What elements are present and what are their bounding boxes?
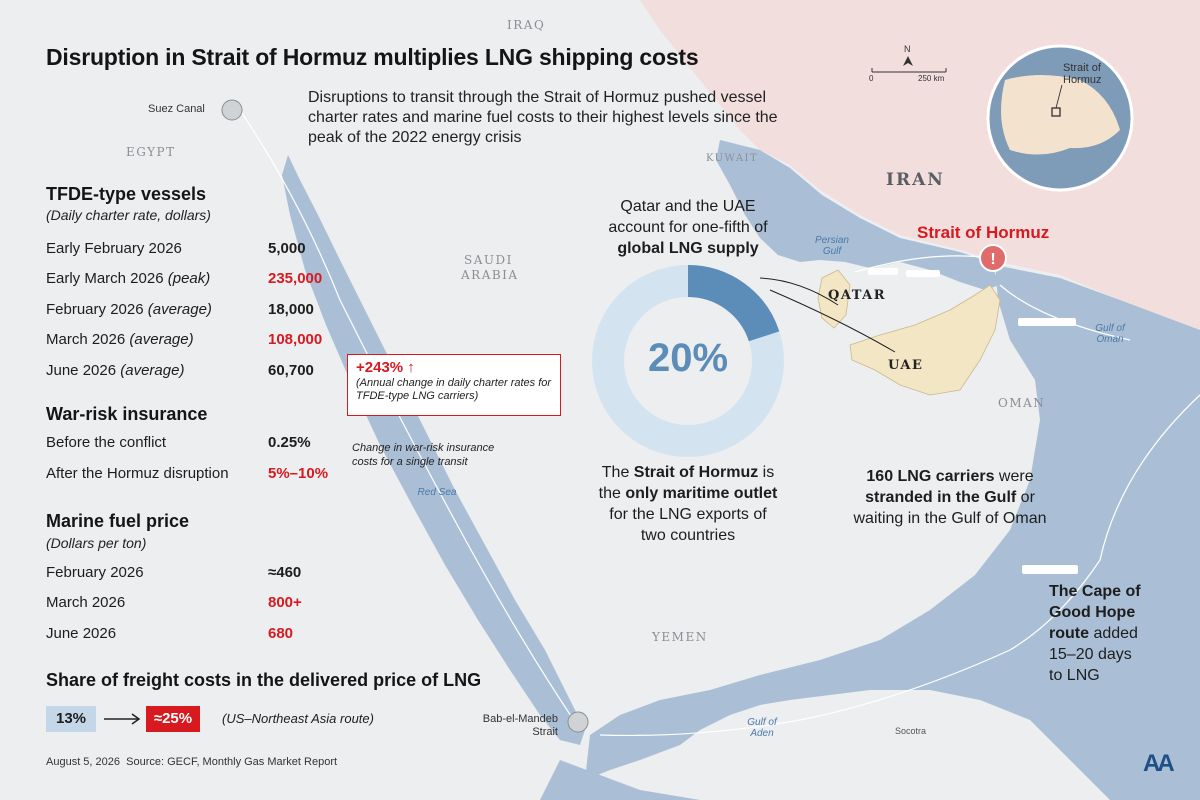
tfde-row-label: February 2026 (average) — [46, 301, 212, 318]
label-egypt: EGYPT — [126, 145, 176, 159]
qatar-land — [817, 269, 851, 329]
tfde-heading: TFDE-type vessels — [46, 184, 207, 204]
tfde-row-value: 108,000 — [268, 331, 323, 348]
scale-zero: 0 — [869, 74, 874, 83]
route-line — [599, 394, 1200, 737]
footer-date: August 5, 2026 — [46, 756, 121, 768]
route-line — [239, 109, 576, 723]
globe-label: Strait of Hormuz — [1063, 62, 1102, 86]
north-label: N — [904, 44, 911, 54]
insurance-row-value: 5%–10% — [268, 465, 329, 482]
tfde-row-value: 18,000 — [268, 301, 314, 318]
insurance-heading: War-risk insurance — [46, 404, 208, 424]
donut-top-text: Qatar and the UAE account for one-fifth … — [608, 198, 768, 257]
tfde-row-value: 60,700 — [268, 362, 314, 379]
tfde-callout: +243% ↑ (Annual change in daily charter … — [347, 354, 561, 416]
label-red-sea: Red Sea — [417, 487, 457, 498]
fuel-row-value: ≈460 — [268, 564, 302, 581]
label-yemen: YEMEN — [652, 630, 708, 644]
tfde-subheading: (Daily charter rate, dollars) — [46, 207, 211, 223]
freight-route: (US–Northeast Asia route) — [222, 711, 374, 726]
tfde-row-label: March 2026 (average) — [46, 331, 194, 348]
hormuz-label: Strait of Hormuz — [917, 223, 1050, 242]
label-gulf-of-oman: Gulf of Oman — [1095, 323, 1125, 345]
north-arrow-icon — [903, 56, 913, 66]
freight-to-badge: ≈25% — [146, 706, 200, 732]
insurance-row-label: After the Hormuz disruption — [46, 465, 229, 482]
hormuz-marker — [979, 244, 1007, 272]
label-bab-el-mandeb: Bab-el-Mandeb Strait — [482, 713, 558, 738]
label-kuwait: KUWAIT — [706, 153, 759, 164]
cape-text: The Cape of Good Hope route added 15–20 … — [1049, 583, 1141, 684]
tfde-row-label: June 2026 (average) — [46, 362, 185, 379]
ship-icon — [1022, 565, 1078, 574]
ship-icon — [1018, 318, 1076, 326]
arrow-right-icon — [104, 713, 141, 725]
callout-value: +243% ↑ — [356, 359, 415, 376]
freight-heading: Share of freight costs in the delivered … — [46, 670, 482, 690]
footer-source: Source: GECF, Monthly Gas Market Report — [126, 756, 338, 768]
fuel-heading: Marine fuel price — [46, 511, 190, 531]
label-iraq: IRAQ — [507, 18, 546, 32]
donut-slice — [687, 265, 780, 342]
bab-marker — [567, 711, 589, 733]
label-oman: OMAN — [998, 396, 1046, 410]
tfde-row-value: 5,000 — [268, 240, 306, 257]
donut-bottom-text: The Strait of Hormuz is the only maritim… — [598, 464, 778, 544]
label-socotra: Socotra — [895, 726, 927, 736]
donut-percent: 20% — [647, 336, 729, 380]
hormuz-exclamation: ! — [990, 251, 995, 268]
freight-from-badge: 13% — [46, 706, 96, 732]
fuel-row-label: June 2026 — [46, 625, 117, 642]
insurance-row-value: 0.25% — [268, 434, 311, 451]
label-suez: Suez Canal — [148, 103, 205, 115]
insurance-note: Change in war-risk insurance costs for a… — [352, 442, 495, 468]
tfde-row-label: Early March 2026 (peak) — [46, 270, 211, 287]
label-saudi-2: ARABIA — [461, 268, 519, 282]
label-iran: IRAN — [886, 170, 945, 190]
gulf-of-oman-water — [585, 265, 1200, 800]
uae-land — [849, 284, 1001, 396]
persian-gulf-water — [716, 140, 1000, 290]
label-saudi-1: SAUDI — [464, 253, 513, 267]
donut-chart — [592, 265, 784, 457]
tfde-row-label: Early February 2026 — [46, 240, 182, 257]
fuel-row-label: February 2026 — [46, 564, 144, 581]
label-qatar: QATAR — [828, 288, 887, 303]
page-subtitle: Disruptions to transit through the Strai… — [308, 89, 778, 146]
callout-note: (Annual change in daily charter rates fo… — [356, 377, 552, 402]
fuel-row-label: March 2026 — [46, 594, 126, 611]
label-persian-gulf: Persian Gulf — [815, 235, 849, 257]
gulf-of-aden-lower — [540, 760, 700, 800]
page-title: Disruption in Strait of Hormuz multiplie… — [46, 44, 699, 70]
scale-km: 250 km — [918, 74, 945, 83]
carriers-text: 160 LNG carriers were stranded in the Gu… — [853, 468, 1047, 527]
suez-marker — [221, 99, 243, 121]
arrow-up-icon: ↑ — [407, 359, 415, 376]
tfde-row-value: 235,000 — [268, 270, 323, 287]
label-uae: UAE — [888, 358, 924, 373]
red-sea-water — [282, 155, 585, 745]
label-gulf-of-aden: Gulf of Aden — [747, 717, 777, 739]
footer: August 5, 2026 Source: GECF, Monthly Gas… — [46, 756, 337, 768]
ship-icon — [868, 268, 940, 277]
fuel-row-value: 800+ — [268, 594, 302, 611]
fuel-subheading: (Dollars per ton) — [46, 535, 147, 551]
route-line — [999, 284, 1131, 341]
route-line — [854, 255, 991, 273]
aa-logo: AA — [1143, 750, 1175, 777]
fuel-row-value: 680 — [268, 625, 294, 642]
insurance-row-label: Before the conflict — [46, 434, 167, 451]
